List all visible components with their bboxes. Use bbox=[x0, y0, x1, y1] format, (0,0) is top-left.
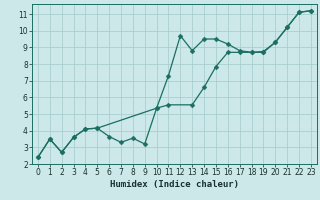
X-axis label: Humidex (Indice chaleur): Humidex (Indice chaleur) bbox=[110, 180, 239, 189]
